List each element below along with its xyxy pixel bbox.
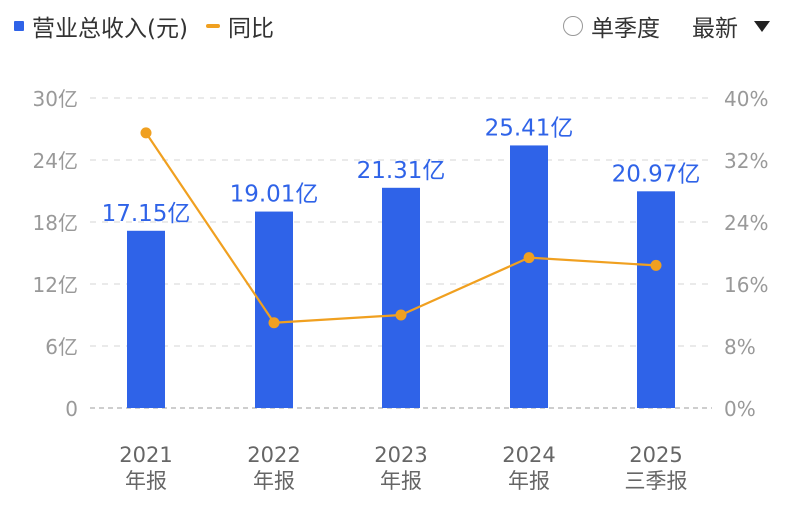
yoy-point	[268, 317, 280, 329]
yoy-point	[140, 127, 152, 139]
left-tick-label: 30亿	[33, 87, 78, 111]
x-tick-label-year: 2022	[247, 443, 300, 467]
revenue-bar	[255, 211, 293, 408]
x-tick-label-period: 年报	[508, 469, 550, 493]
legend-label-revenue: 营业总收入(元)	[32, 16, 188, 42]
radio-icon[interactable]	[563, 16, 583, 36]
x-tick-label-year: 2021	[119, 443, 172, 467]
x-tick-label-period: 年报	[253, 469, 295, 493]
x-tick-label-period: 三季报	[625, 469, 688, 493]
sort-dropdown[interactable]: 最新	[692, 9, 770, 43]
single-quarter-toggle[interactable]: 单季度	[563, 9, 660, 43]
chart-legend: 营业总收入(元) 同比	[14, 8, 282, 44]
left-tick-label: 24亿	[33, 149, 78, 173]
bar-value-label: 21.31亿	[357, 158, 446, 184]
revenue-bar	[127, 230, 165, 408]
caret-down-icon	[754, 20, 770, 32]
x-tick-label-year: 2024	[502, 443, 555, 467]
chart-controls: 单季度 最新	[563, 8, 770, 44]
yoy-point	[523, 252, 535, 264]
legend-label-yoy: 同比	[227, 16, 274, 42]
bar-value-label: 17.15亿	[102, 201, 191, 227]
x-tick-label-year: 2023	[374, 443, 427, 467]
left-tick-label: 12亿	[33, 273, 78, 297]
right-tick-label: 0%	[724, 397, 756, 421]
yoy-point	[650, 259, 662, 271]
legend-item-yoy[interactable]: 同比	[205, 9, 274, 43]
x-tick-label-year: 2025	[629, 443, 682, 467]
right-tick-label: 32%	[724, 149, 768, 173]
right-tick-label: 16%	[724, 273, 768, 297]
left-tick-label: 18亿	[33, 211, 78, 235]
revenue-bar	[637, 191, 675, 408]
bars	[127, 145, 675, 408]
single-quarter-label: 单季度	[591, 16, 660, 42]
bar-value-label: 25.41亿	[485, 115, 574, 141]
yoy-point	[395, 309, 407, 321]
bar-value-label: 19.01亿	[230, 182, 319, 208]
right-tick-label: 24%	[724, 211, 768, 235]
bar-value-labels: 17.15亿 19.01亿 21.31亿 25.41亿 20.97亿	[102, 115, 701, 226]
left-axis: 0 6亿 12亿 18亿 24亿 30亿	[33, 87, 78, 421]
left-tick-label: 6亿	[45, 335, 78, 359]
left-tick-label: 0	[65, 397, 78, 421]
right-tick-label: 8%	[724, 335, 756, 359]
legend-swatch-bar	[14, 21, 24, 31]
legend-item-revenue[interactable]: 营业总收入(元)	[14, 9, 188, 43]
x-tick-label-period: 年报	[125, 469, 167, 493]
x-tick-label-period: 年报	[380, 469, 422, 493]
yoy-line	[140, 127, 662, 329]
bar-value-label: 20.97亿	[612, 161, 701, 187]
sort-label: 最新	[692, 16, 738, 42]
right-tick-label: 40%	[724, 87, 768, 111]
legend-swatch-line	[205, 24, 220, 28]
revenue-bar	[510, 145, 548, 408]
revenue-bar	[382, 187, 420, 408]
right-axis: 0% 8% 16% 24% 32% 40%	[724, 87, 768, 421]
